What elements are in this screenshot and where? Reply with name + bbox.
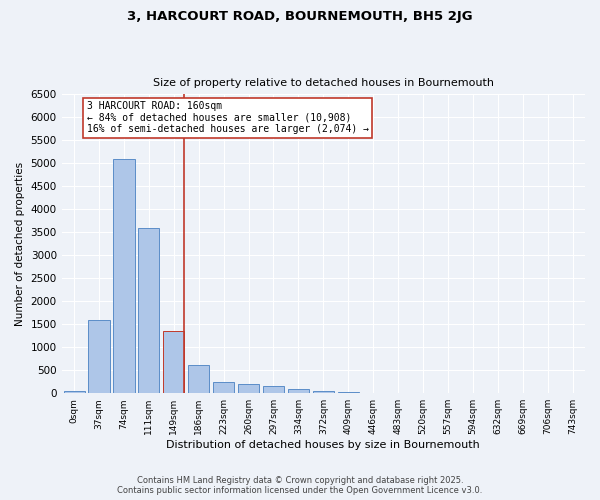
Bar [113, 158, 134, 393]
Bar [64, 391, 85, 393]
Bar [263, 386, 284, 393]
Bar [213, 382, 234, 393]
Bar [138, 228, 160, 393]
Bar [88, 320, 110, 393]
Text: 3, HARCOURT ROAD, BOURNEMOUTH, BH5 2JG: 3, HARCOURT ROAD, BOURNEMOUTH, BH5 2JG [127, 10, 473, 23]
Bar [238, 384, 259, 393]
Bar [288, 388, 309, 393]
Bar [313, 391, 334, 393]
Text: Contains HM Land Registry data © Crown copyright and database right 2025.
Contai: Contains HM Land Registry data © Crown c… [118, 476, 482, 495]
Bar [188, 364, 209, 393]
Title: Size of property relative to detached houses in Bournemouth: Size of property relative to detached ho… [153, 78, 494, 88]
Y-axis label: Number of detached properties: Number of detached properties [15, 162, 25, 326]
Bar [338, 392, 359, 393]
Text: 3 HARCOURT ROAD: 160sqm
← 84% of detached houses are smaller (10,908)
16% of sem: 3 HARCOURT ROAD: 160sqm ← 84% of detache… [86, 101, 368, 134]
Bar [163, 331, 184, 393]
X-axis label: Distribution of detached houses by size in Bournemouth: Distribution of detached houses by size … [166, 440, 480, 450]
